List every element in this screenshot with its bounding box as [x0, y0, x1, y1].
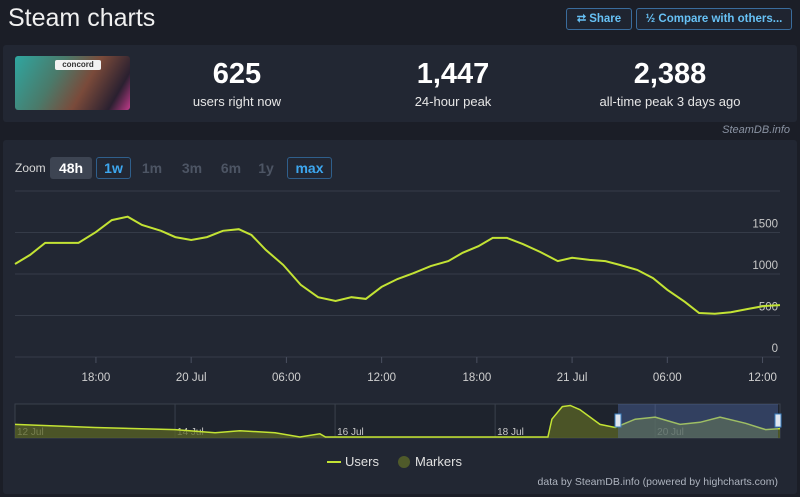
stat-label: all-time peak 3 days ago	[599, 94, 741, 109]
stat-value: 1,447	[416, 58, 490, 90]
x-tick-label: 21 Jul	[557, 372, 588, 384]
navigator-handle	[774, 413, 782, 428]
legend-label: Markers	[415, 454, 462, 469]
zoom-button[interactable]: 3m	[181, 160, 203, 176]
stat-value: 625	[212, 58, 262, 90]
x-tick-label: 12:00	[748, 372, 777, 384]
zoom-label: Zoom	[15, 161, 46, 175]
navigator-line	[14, 404, 781, 438]
compare-label: Compare with others...	[658, 13, 783, 25]
stat-label: users right now	[192, 94, 282, 109]
zoom-button[interactable]: 1m	[141, 160, 163, 176]
navigator-tick-label: 16 Jul	[337, 427, 364, 438]
zoom-button[interactable]: 6m	[220, 160, 242, 176]
navigator-handle	[614, 413, 622, 428]
zoom-button[interactable]: 48h	[50, 157, 92, 179]
x-tick-label: 20 Jul	[176, 372, 207, 384]
compare-button[interactable]: ½ Compare with others...	[636, 8, 792, 30]
y-tick-label: 1000	[752, 260, 778, 272]
x-tick-label: 06:00	[653, 372, 682, 384]
y-tick-label: 1500	[752, 219, 778, 231]
x-tick-label: 06:00	[272, 372, 301, 384]
zoom-button[interactable]: 1w	[96, 157, 131, 179]
users-line	[14, 215, 781, 315]
x-tick-label: 18:00	[82, 372, 111, 384]
stat-value: 2,388	[633, 58, 707, 90]
game-logo: concord	[55, 60, 101, 70]
game-image: concord	[15, 56, 130, 110]
y-tick-label: 500	[759, 302, 778, 314]
watermark: SteamDB.info	[722, 124, 790, 136]
navigator-tick-label: 18 Jul	[497, 427, 524, 438]
share-button[interactable]: ⮂ Share	[566, 8, 632, 30]
zoom-button[interactable]: max	[287, 157, 332, 179]
stats-panel	[3, 45, 797, 122]
legend-symbol	[398, 456, 410, 468]
y-tick-label: 0	[772, 343, 778, 355]
share-label: Share	[589, 13, 622, 25]
navigator-area	[15, 405, 780, 438]
navigator-selection	[618, 404, 778, 438]
x-tick-label: 12:00	[367, 372, 396, 384]
legend-label: Users	[345, 454, 379, 469]
credits: data by SteamDB.info (powered by highcha…	[538, 476, 778, 488]
zoom-button[interactable]: 1y	[258, 160, 274, 176]
stat-label: 24-hour peak	[414, 94, 492, 109]
x-tick-label: 18:00	[462, 372, 491, 384]
page-title: Steam charts	[8, 4, 156, 32]
